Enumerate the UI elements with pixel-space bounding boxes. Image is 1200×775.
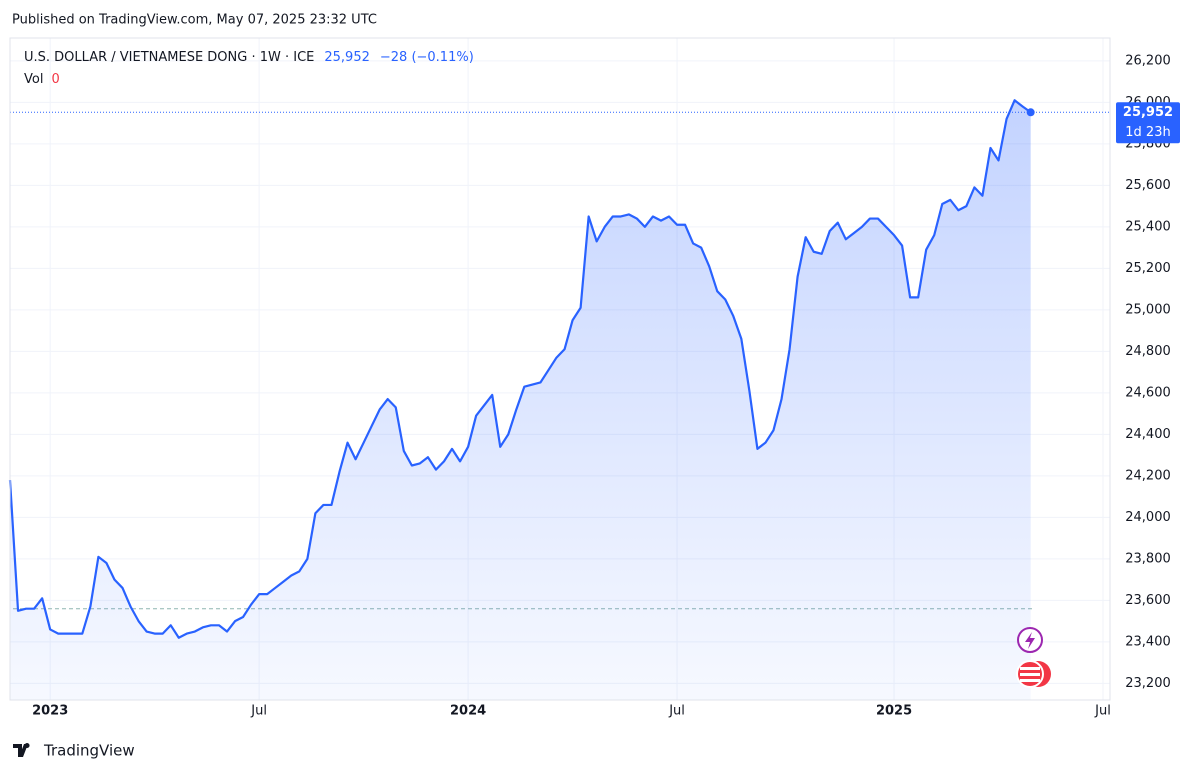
axes: 23,200 23,400 23,600 23,800 24,000 24,200 24,4… — [32, 53, 1180, 719]
line — [8, 99, 1032, 639]
legend: U.S. DOLLAR / VIETNAMESE DONG · 1W · ICE… — [24, 50, 474, 65]
y-tick-label: 24,800 — [1125, 344, 1171, 359]
y-tick-label: 23,600 — [1125, 593, 1171, 608]
y-tick-label: 26,200 — [1125, 53, 1171, 68]
x-tick-label: Jul — [668, 704, 685, 719]
brand-name: TradingView — [43, 742, 135, 760]
y-tick-label: 24,400 — [1125, 427, 1171, 442]
event-icon — [1025, 632, 1035, 649]
volume-value: 0 — [51, 72, 59, 87]
y-tick-label: 23,800 — [1125, 551, 1171, 566]
event-icon — [1020, 673, 1040, 676]
y-tick-label: 25,400 — [1125, 219, 1171, 234]
y-tick-label: 25,600 — [1125, 178, 1171, 193]
symbol: U.S. DOLLAR / VIETNAMESE DONG · 1W · ICE — [24, 50, 314, 65]
x-tick-label: 2023 — [32, 704, 68, 719]
event-icon — [1020, 667, 1040, 670]
brand-logo — [13, 743, 30, 757]
y-tick-label: 24,200 — [1125, 468, 1171, 483]
price-label-box — [1116, 102, 1180, 144]
y-tick-label: 24,000 — [1125, 510, 1171, 525]
last-price: 25,952 — [324, 50, 370, 65]
change: −28 (−0.11%) — [380, 50, 474, 65]
y-tick-label: 23,200 — [1125, 676, 1171, 691]
volume-label: Vol — [24, 72, 43, 87]
x-tick-label: Jul — [1094, 704, 1111, 719]
published: Published on TradingView.com, May 07, 20… — [12, 13, 377, 28]
y-tick-label: 25,000 — [1125, 302, 1171, 317]
x-tick-label: Jul — [250, 704, 267, 719]
volume-legend: Vol 0 — [24, 72, 60, 87]
x-tick-label: 2024 — [450, 704, 486, 719]
y-tick-label: 25,200 — [1125, 261, 1171, 276]
y-tick-label: 24,600 — [1125, 385, 1171, 400]
countdown: 1d 23h — [1125, 125, 1170, 140]
event-icon — [1020, 679, 1040, 682]
event-icons — [1016, 627, 1051, 688]
plot — [8, 99, 1110, 700]
x-tick-label: 2025 — [876, 704, 912, 719]
brand: TradingView — [13, 742, 135, 760]
plot-frame — [9, 37, 1111, 701]
grid — [10, 38, 1110, 700]
y-tick-label: 23,400 — [1125, 634, 1171, 649]
price-label: 25,952 — [1123, 105, 1173, 120]
